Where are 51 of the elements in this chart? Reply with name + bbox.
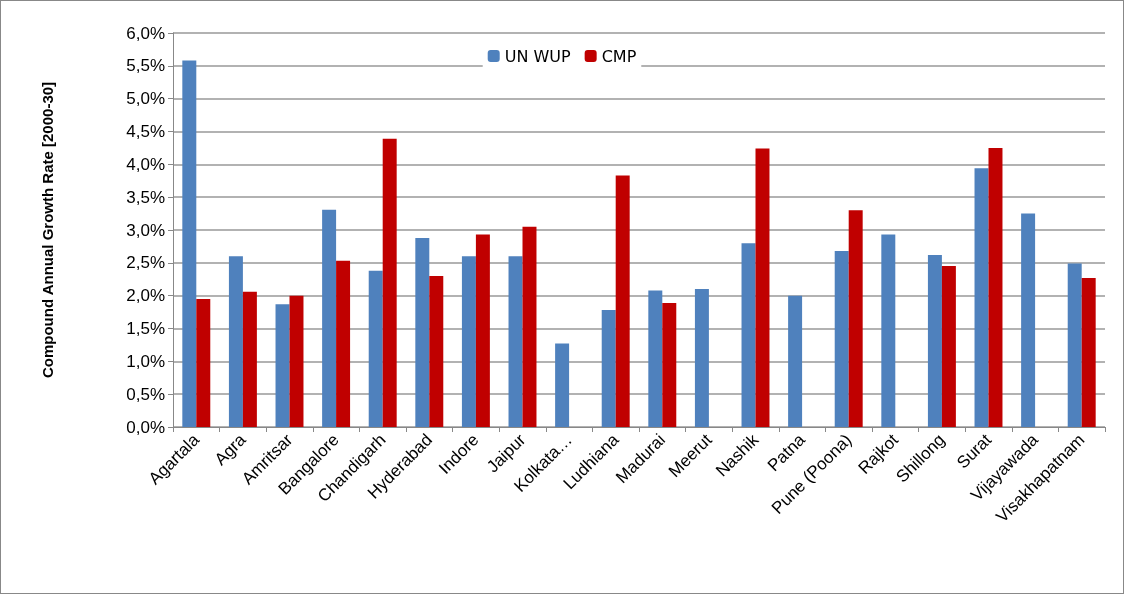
bar: [182, 60, 197, 427]
bar: [429, 275, 444, 427]
bar: [788, 295, 803, 427]
legend-label: UN WUP: [504, 46, 572, 66]
legend-label: CMP: [601, 46, 637, 66]
bar: [522, 226, 537, 427]
y-tick-label: 0,5%: [126, 384, 165, 404]
bar: [694, 289, 709, 427]
y-tick-label: 4,5%: [126, 122, 165, 141]
bar: [508, 256, 523, 427]
y-tick-label: 1,5%: [126, 319, 165, 338]
y-axis-title: Compound Annual Growth Rate [2000-30]: [39, 81, 56, 379]
bar: [1081, 277, 1096, 427]
bar: [275, 304, 290, 427]
bar: [1021, 213, 1036, 427]
bar: [336, 260, 351, 427]
bar: [988, 147, 1003, 427]
bar: [834, 251, 849, 427]
bar: [289, 295, 304, 427]
y-tick-label: 4,0%: [126, 154, 165, 174]
bar: [848, 210, 863, 427]
bar: [415, 237, 430, 427]
bar: [322, 209, 337, 427]
bar: [196, 298, 211, 427]
bar: [555, 343, 570, 427]
bar: [927, 254, 942, 427]
bar: [601, 310, 616, 427]
y-tick-label: 0,0%: [126, 417, 165, 437]
bar: [741, 243, 756, 427]
bar: [974, 168, 989, 427]
bar: [615, 175, 630, 427]
bar: [475, 234, 490, 427]
bar: [461, 256, 476, 427]
y-tick-label: 2,5%: [126, 253, 165, 273]
bar: [228, 256, 243, 427]
bar: [382, 138, 397, 427]
bar: [941, 266, 956, 427]
y-tick-label: 5,5%: [126, 56, 165, 76]
bar: [662, 302, 677, 427]
bar: [242, 291, 257, 427]
bar: [881, 234, 896, 427]
y-tick-label: 3,0%: [126, 220, 165, 240]
y-tick-label: 2,0%: [126, 286, 165, 306]
y-tick-label: 1,0%: [126, 351, 165, 371]
bar: [368, 270, 383, 427]
y-tick-label: 5,0%: [126, 89, 165, 109]
bar: [648, 290, 663, 427]
y-tick-label: 3,5%: [126, 187, 165, 207]
y-tick-label: 6,0%: [126, 23, 165, 43]
bar: [1067, 263, 1082, 427]
bar: [755, 148, 770, 427]
